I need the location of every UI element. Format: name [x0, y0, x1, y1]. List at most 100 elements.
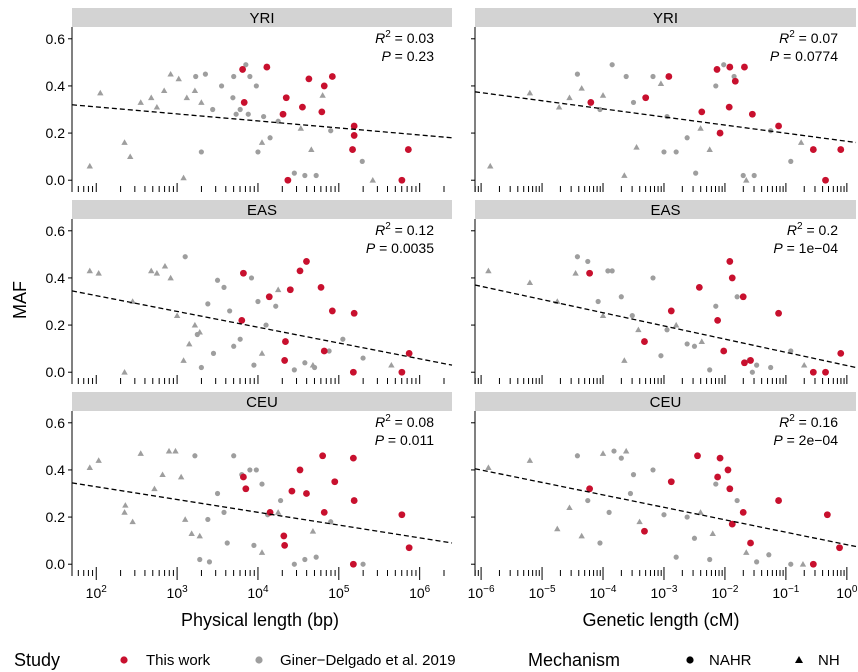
data-point	[595, 298, 601, 305]
data-point	[265, 293, 273, 301]
data-point	[349, 560, 357, 568]
data-point	[748, 110, 756, 118]
data-point	[706, 146, 713, 152]
y-tick-label: 0.0	[46, 172, 66, 188]
data-point	[585, 258, 591, 265]
data-point	[214, 490, 221, 497]
data-point	[574, 71, 581, 77]
legend-giner-label: Giner−Delgado et al. 2019	[280, 652, 456, 669]
r-squared-label: R2 = 0.16	[779, 413, 838, 430]
data-point	[221, 509, 227, 515]
data-point	[317, 283, 325, 291]
data-point	[728, 274, 736, 282]
data-point	[231, 453, 237, 459]
strip-label: YRI	[249, 10, 274, 27]
p-value-label: P = 0.011	[375, 432, 435, 448]
data-point	[277, 497, 284, 504]
data-point	[121, 139, 128, 145]
data-point	[586, 485, 594, 493]
data-point	[210, 350, 217, 356]
x-axis-title-physical: Physical length (bp)	[181, 610, 339, 630]
data-point	[673, 554, 679, 560]
data-point	[684, 341, 690, 347]
data-point	[751, 172, 757, 179]
y-axis-title: MAF	[10, 281, 30, 319]
y-tick-label: 0.0	[46, 556, 66, 572]
data-point	[313, 554, 319, 560]
data-point	[526, 279, 534, 286]
legend-nh-label: NH	[818, 652, 840, 669]
data-point	[388, 361, 395, 368]
data-point	[725, 103, 733, 111]
data-point	[698, 338, 705, 344]
regression-line	[71, 290, 453, 366]
data-point	[230, 95, 236, 101]
data-point	[198, 99, 205, 105]
data-point	[693, 170, 699, 176]
data-point	[191, 87, 199, 94]
p-value-label: P = 1e−04	[773, 240, 838, 256]
regression-line	[474, 284, 857, 369]
data-point	[305, 75, 313, 83]
data-point	[809, 560, 817, 568]
data-point	[822, 176, 829, 184]
y-tick-label: 0.4	[46, 462, 66, 478]
data-point	[240, 99, 248, 106]
data-point	[350, 132, 358, 139]
data-point	[172, 447, 179, 454]
data-point	[641, 338, 648, 345]
data-point	[350, 497, 358, 504]
data-point	[320, 508, 328, 516]
data-point	[255, 149, 261, 155]
data-point	[192, 453, 198, 459]
data-point	[205, 516, 211, 523]
legend-this-work-label: This work	[146, 652, 211, 669]
strip-background	[475, 392, 856, 411]
legend-mechanism-title: Mechanism	[528, 650, 620, 670]
data-point	[360, 355, 366, 361]
data-point	[319, 92, 326, 98]
data-point	[836, 544, 843, 552]
data-point	[251, 542, 257, 548]
data-point	[650, 275, 656, 281]
data-point	[707, 367, 713, 373]
data-point	[837, 146, 845, 153]
data-point	[405, 544, 413, 552]
data-point	[766, 552, 772, 558]
data-point	[555, 103, 563, 110]
data-point	[587, 99, 595, 106]
data-point	[273, 303, 279, 309]
data-point	[193, 73, 199, 80]
data-point	[633, 144, 640, 150]
data-point	[667, 478, 675, 486]
data-point	[280, 532, 288, 540]
p-value-label: P = 0.0774	[770, 48, 838, 64]
strip-label: EAS	[247, 202, 277, 219]
legend-study-title: Study	[14, 650, 60, 670]
data-point	[231, 343, 237, 349]
data-point	[743, 177, 750, 183]
x-tick-label: 10−3	[650, 584, 677, 601]
data-point	[661, 512, 667, 518]
y-tick-label: 0.2	[46, 125, 66, 141]
data-point	[672, 321, 680, 328]
data-point	[734, 294, 740, 300]
data-point	[245, 111, 251, 117]
legend-this-work-marker	[120, 656, 128, 664]
data-point	[775, 122, 782, 130]
data-point	[599, 92, 607, 98]
x-axis-title-genetic: Genetic length (cM)	[582, 610, 739, 630]
data-point	[248, 275, 255, 281]
data-point	[731, 77, 739, 85]
data-point	[214, 277, 221, 283]
data-point	[605, 268, 611, 274]
data-point	[153, 103, 161, 110]
x-tick-label: 103	[167, 584, 189, 601]
x-tick-label: 100	[836, 584, 858, 601]
data-point	[161, 262, 169, 269]
data-point	[726, 258, 734, 265]
data-point	[749, 369, 755, 375]
data-point	[747, 357, 754, 364]
data-point	[258, 350, 266, 356]
data-point	[328, 73, 336, 80]
